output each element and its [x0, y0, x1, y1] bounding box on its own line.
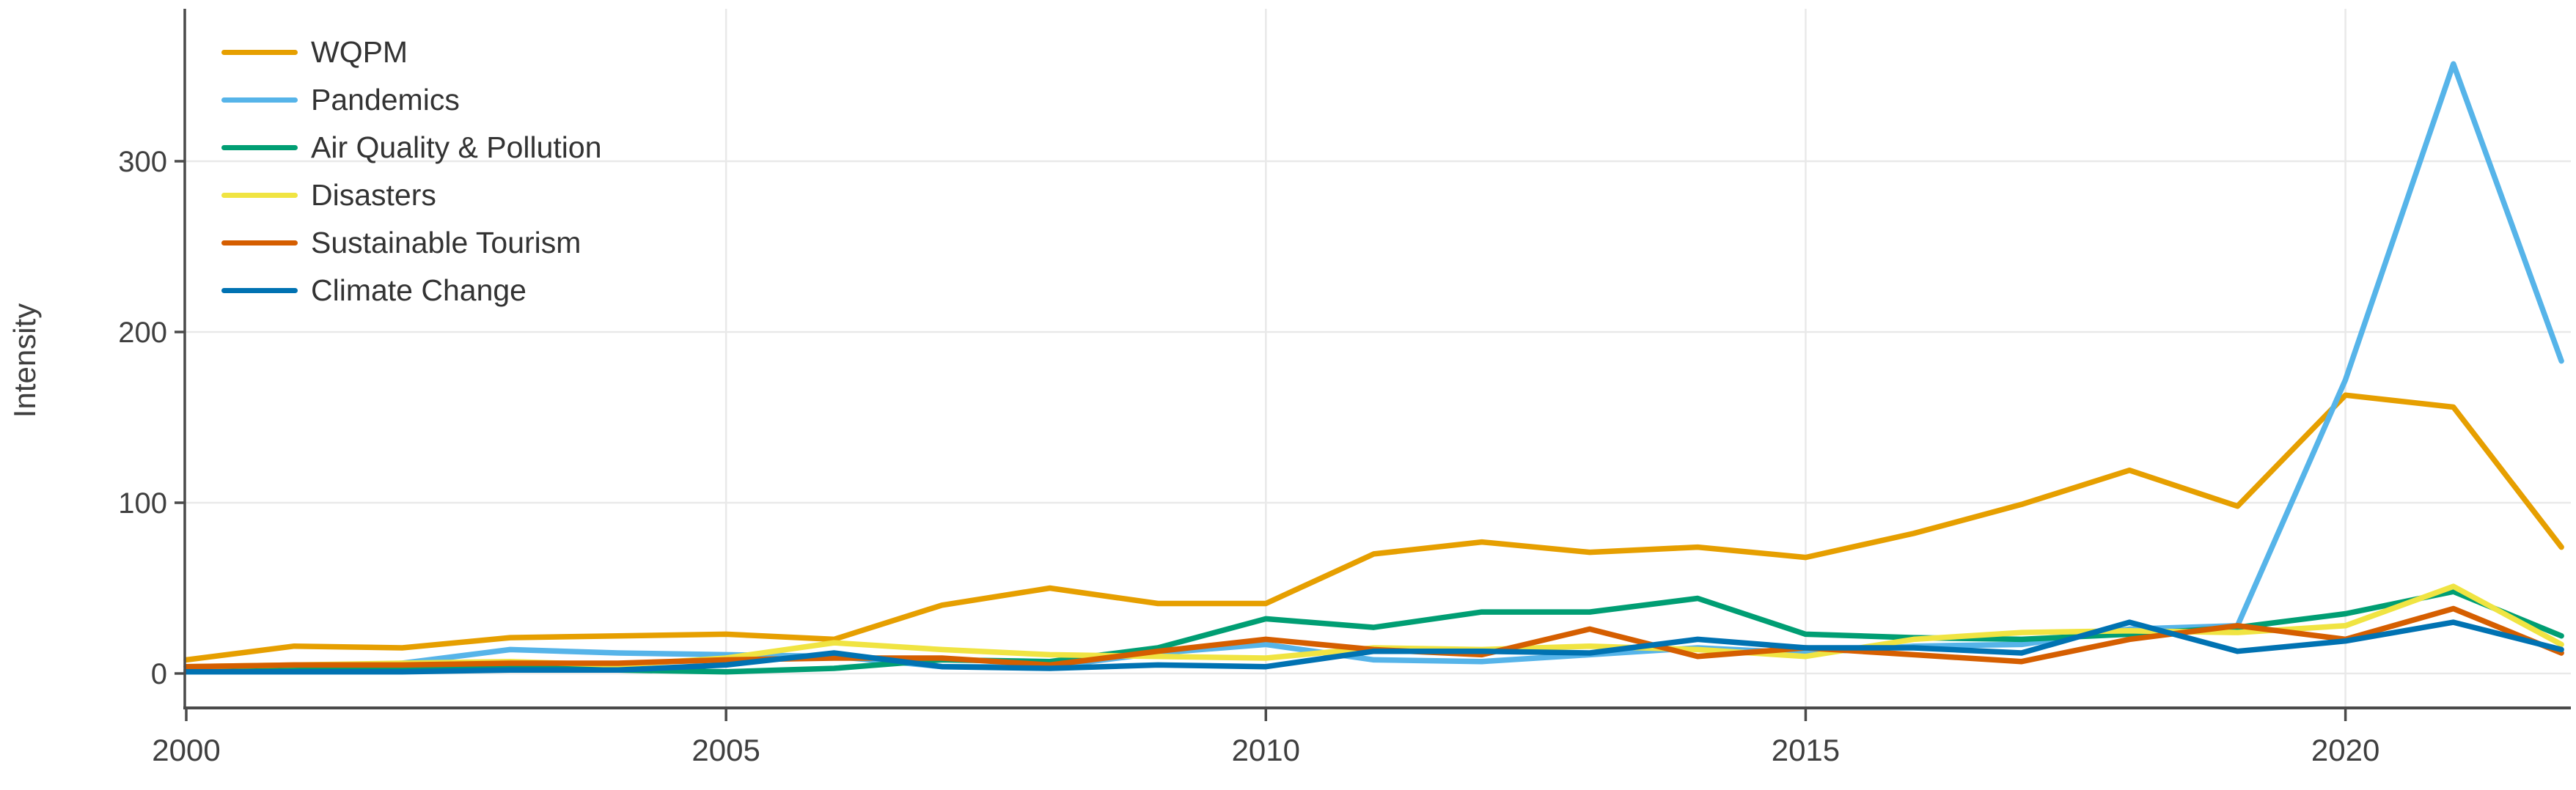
- y-tick-label: 200: [118, 317, 167, 349]
- legend-line-icon: [221, 288, 298, 293]
- legend-line-icon: [221, 50, 298, 55]
- legend-line-icon: [221, 240, 298, 246]
- legend-item-label: Climate Change: [311, 273, 526, 307]
- legend-item-label: Pandemics: [311, 83, 460, 117]
- legend-line-icon: [221, 97, 298, 103]
- legend-item-sustainable-tourism[interactable]: Sustainable Tourism: [221, 219, 602, 267]
- legend-item-pandemics[interactable]: Pandemics: [221, 76, 602, 124]
- legend-item-air-quality[interactable]: Air Quality & Pollution: [221, 124, 602, 171]
- series-line-5: [183, 619, 2564, 675]
- legend-item-climate-change[interactable]: Climate Change: [221, 267, 602, 314]
- y-tick-label: 100: [118, 487, 167, 520]
- legend-item-label: Disasters: [311, 178, 436, 212]
- legend-item-label: Air Quality & Pollution: [311, 130, 602, 164]
- x-tick-label: 2005: [691, 733, 760, 767]
- x-tick-label: 2000: [152, 733, 220, 767]
- series-line-0: [183, 392, 2564, 663]
- legend-line-icon: [221, 193, 298, 198]
- legend-item-label: Sustainable Tourism: [311, 226, 581, 259]
- legend-item-disasters[interactable]: Disasters: [221, 171, 602, 219]
- legend-item-label: WQPM: [311, 35, 408, 69]
- x-tick-label: 2020: [2311, 733, 2379, 767]
- x-tick-label: 2010: [1232, 733, 1300, 767]
- series-line-1: [183, 61, 2564, 675]
- y-axis-title: Intensity: [7, 303, 42, 418]
- legend-line-icon: [221, 145, 298, 150]
- y-tick-label: 0: [151, 658, 167, 690]
- x-tick-label: 2015: [1772, 733, 1840, 767]
- y-tick-label: 300: [118, 146, 167, 178]
- legend: WQPM Pandemics Air Quality & Pollution D…: [221, 29, 602, 314]
- legend-item-wqpm[interactable]: WQPM: [221, 29, 602, 76]
